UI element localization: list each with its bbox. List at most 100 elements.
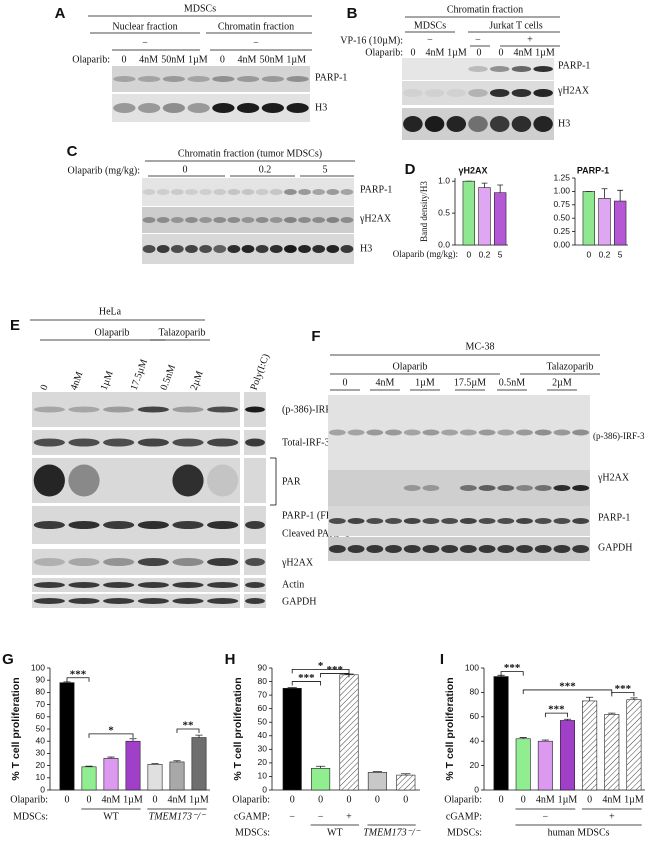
band — [199, 217, 212, 223]
y-tick-label: 1.0 — [438, 175, 450, 185]
blot — [328, 395, 590, 470]
band — [298, 217, 311, 223]
band — [33, 406, 65, 413]
y-tick-label: 0.0 — [438, 239, 450, 249]
band — [497, 485, 515, 491]
y-tick-label: 0.75 — [553, 199, 570, 209]
blot — [402, 58, 554, 80]
label: 17.5µM — [129, 358, 150, 392]
label: 1µM — [286, 54, 306, 65]
band — [68, 598, 100, 604]
y-tick-label: 10 — [258, 771, 268, 781]
band — [68, 558, 100, 566]
band — [312, 217, 326, 223]
error-bar — [63, 681, 71, 683]
panel-label: G — [2, 651, 14, 668]
y-tick-label: 30 — [258, 744, 268, 754]
row-label: cGAMP: — [446, 811, 482, 822]
x-tick-label: 0 — [65, 794, 70, 805]
label: Jurkat T cells — [489, 20, 543, 31]
band — [403, 116, 423, 132]
band — [68, 464, 100, 497]
label: 4nM — [69, 370, 86, 392]
band — [286, 76, 309, 82]
y-tick-label: 0 — [262, 784, 267, 794]
band — [33, 598, 65, 604]
band — [347, 429, 365, 436]
y-tick-label: 80 — [258, 676, 268, 686]
label: 0.5nM — [499, 377, 526, 388]
error-bar — [586, 696, 594, 701]
band — [441, 429, 459, 436]
band — [255, 245, 269, 253]
band — [170, 217, 184, 223]
band — [298, 245, 311, 253]
bar — [311, 768, 331, 791]
y-tick-label: 80 — [36, 687, 46, 697]
band — [511, 66, 532, 72]
significance-bracket — [544, 712, 568, 718]
label: − — [475, 34, 481, 45]
bar — [560, 720, 575, 791]
bar — [515, 738, 531, 791]
x-tick-label: 0 — [586, 249, 591, 259]
band — [459, 545, 477, 553]
band — [326, 189, 340, 195]
y-tick-label: 60 — [470, 711, 480, 721]
x-tick-label: 0.2 — [479, 249, 491, 259]
band — [385, 429, 402, 436]
label: Olaparib — [95, 327, 130, 338]
label: γH2AX — [597, 472, 630, 483]
label: PARP-1 — [315, 72, 347, 83]
band — [199, 245, 212, 253]
label: 1µM — [415, 377, 435, 388]
y-tick-label: 0.50 — [553, 212, 570, 222]
label: Poly(I:C) — [249, 353, 272, 392]
significance-bracket — [522, 689, 613, 694]
band — [207, 558, 239, 566]
y-tick-label: 1.00 — [553, 186, 570, 196]
panel-label: B — [347, 5, 358, 22]
band — [534, 545, 552, 553]
y-tick-label: 80 — [470, 687, 480, 697]
band — [261, 76, 285, 82]
band — [33, 558, 65, 566]
band — [172, 521, 204, 529]
bar — [103, 757, 119, 791]
label: H3 — [315, 102, 327, 113]
band — [422, 429, 440, 436]
band — [478, 545, 496, 553]
band — [328, 429, 346, 436]
bar — [598, 198, 611, 246]
band — [422, 545, 440, 553]
blot — [142, 178, 354, 206]
y-tick-label: 20 — [258, 757, 268, 767]
x-tick-label: 0 — [318, 794, 323, 805]
y-tick-label: 40 — [258, 730, 268, 740]
y-tick-label: 90 — [258, 662, 268, 672]
band — [33, 438, 65, 447]
band — [553, 518, 571, 524]
error-bar — [601, 188, 608, 199]
band — [424, 89, 445, 97]
band — [137, 406, 169, 413]
band — [534, 485, 552, 491]
x-tick-label: 0 — [403, 794, 408, 805]
band — [441, 518, 459, 524]
label: MDSCs — [414, 20, 446, 31]
band — [236, 76, 260, 82]
label: GAPDH — [282, 596, 316, 607]
band — [137, 558, 169, 566]
label: 1µM — [188, 54, 208, 65]
y-tick-label: 60 — [258, 703, 268, 713]
band — [241, 217, 255, 223]
band — [142, 189, 156, 195]
blot — [244, 458, 266, 503]
band — [207, 598, 239, 604]
blot — [32, 549, 240, 575]
band — [534, 518, 552, 524]
band — [489, 89, 510, 97]
significance: *** — [615, 683, 632, 695]
row-label: MDSCs: — [447, 827, 482, 838]
significance: ** — [183, 720, 195, 732]
